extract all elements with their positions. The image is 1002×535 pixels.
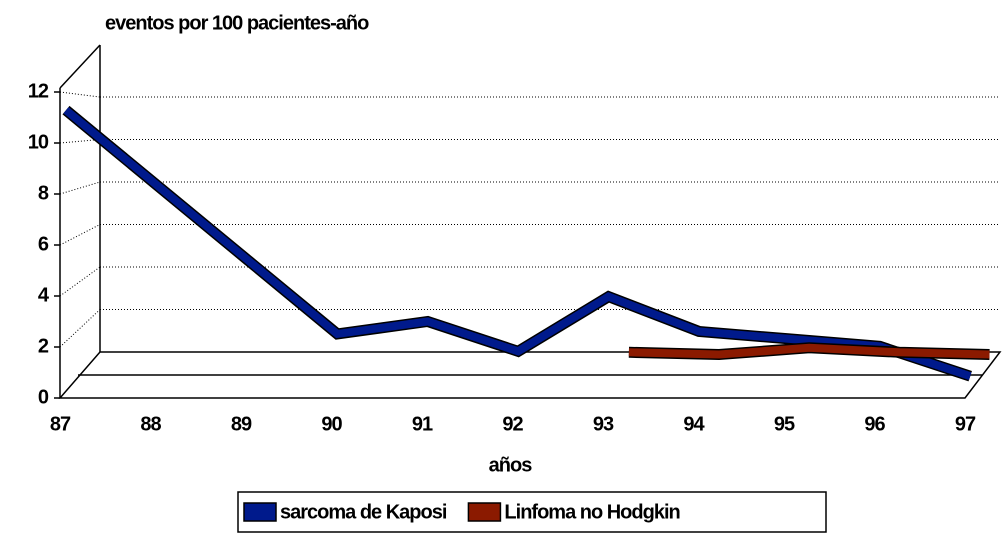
grid-line bbox=[59, 266, 101, 297]
chart-title: eventos por 100 pacientes-año bbox=[105, 12, 369, 34]
x-tick-label: 93 bbox=[593, 413, 614, 435]
x-tick-label: 89 bbox=[231, 413, 252, 435]
x-tick-label: 91 bbox=[412, 413, 433, 435]
x-tick-label: 95 bbox=[774, 413, 795, 435]
x-tick-label: 96 bbox=[864, 413, 885, 435]
x-axis-label: años bbox=[489, 454, 533, 476]
y-tick-label: 0 bbox=[38, 386, 49, 408]
series-line bbox=[63, 107, 972, 380]
y-tick-label: 4 bbox=[38, 284, 50, 306]
y-tick-label: 10 bbox=[28, 131, 49, 153]
x-tick-label: 87 bbox=[50, 413, 71, 435]
x-tick-label: 94 bbox=[683, 413, 705, 435]
series-outline bbox=[62, 105, 972, 382]
y-tick-label: 8 bbox=[38, 182, 49, 204]
y-tick-label: 6 bbox=[38, 233, 49, 255]
legend-box bbox=[237, 491, 827, 533]
axis-edge bbox=[59, 44, 101, 89]
legend-label: sarcoma de Kaposi bbox=[280, 501, 447, 523]
x-tick-label: 88 bbox=[140, 413, 161, 435]
floor bbox=[58, 351, 1002, 399]
x-tick-label: 90 bbox=[321, 413, 342, 435]
x-tick-label: 97 bbox=[955, 413, 976, 435]
y-tick-label: 2 bbox=[38, 335, 49, 357]
y-tick-label: 12 bbox=[28, 80, 49, 102]
grid-line bbox=[59, 139, 101, 144]
series-line bbox=[628, 343, 990, 359]
x-tick-label: 92 bbox=[502, 413, 523, 435]
grid-line bbox=[59, 91, 101, 98]
grid-line bbox=[59, 181, 101, 195]
grid-line bbox=[59, 224, 101, 246]
legend-swatch bbox=[467, 502, 502, 522]
legend-label: Linfoma no Hodgkin bbox=[504, 501, 679, 523]
grid-line bbox=[59, 309, 101, 348]
legend-swatch bbox=[243, 502, 277, 522]
